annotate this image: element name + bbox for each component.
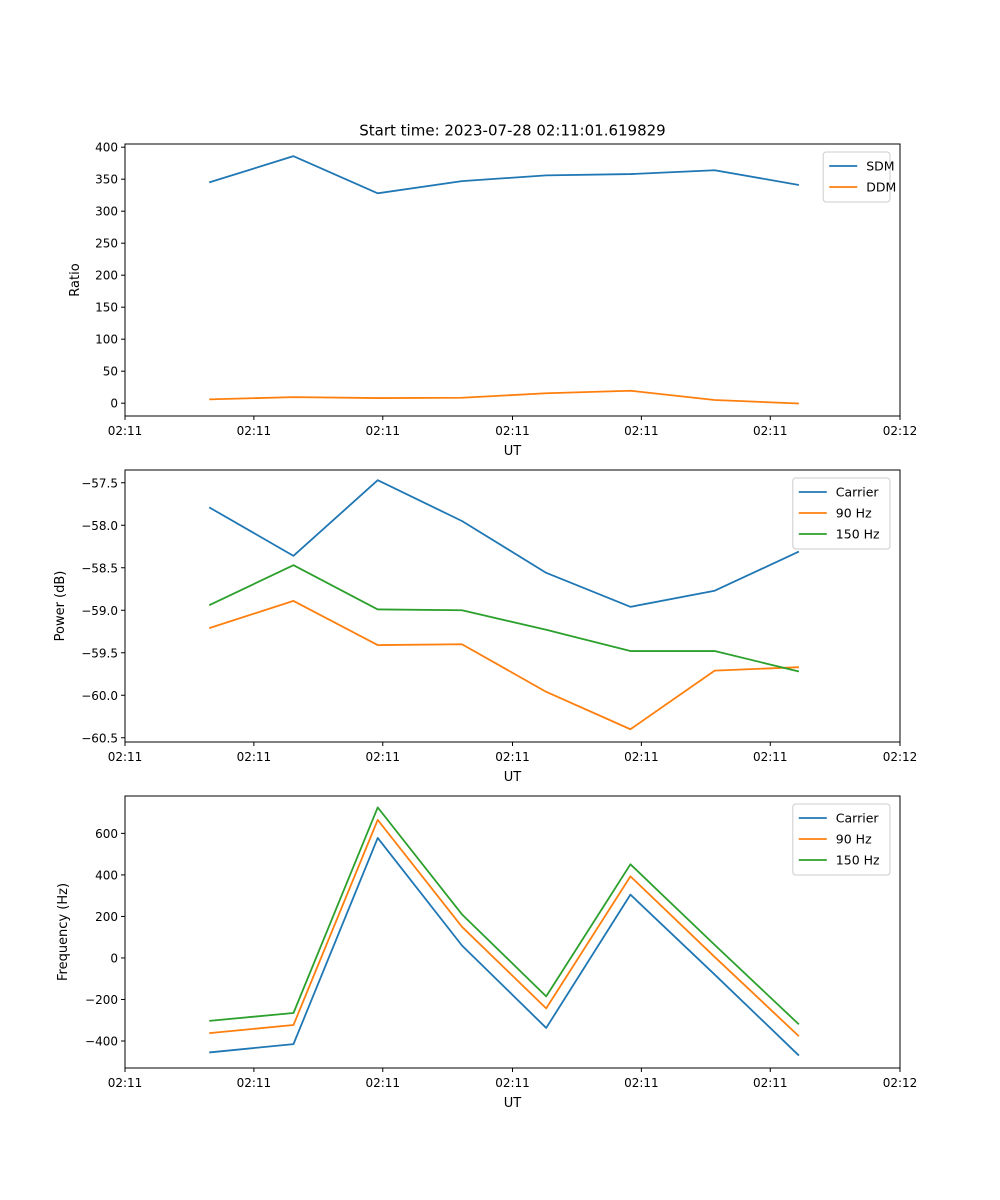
ratio-y-tick-label: 250 xyxy=(95,237,118,251)
ratio-y-tick-label: 150 xyxy=(95,301,118,315)
ratio-y-tick-label: 200 xyxy=(95,269,118,283)
frequency-panel: 02:11 02:11 02:11 02:11 02:11 02:11 02:12 600 4… xyxy=(56,795,918,1111)
frequency-y-tick-label: 200 xyxy=(95,910,118,924)
frequency-x-tick-label: 02:11 xyxy=(237,1076,272,1090)
ratio-series-line-ddm xyxy=(209,389,799,405)
power-x-tick-label: 02:11 xyxy=(237,750,272,764)
frequency-x-tick-label: 02:11 xyxy=(365,1076,400,1090)
frequency-y-tick-label: −400 xyxy=(85,1035,118,1049)
power-x-tick-label: 02:11 xyxy=(495,750,530,764)
power-y-tick-label: −57.5 xyxy=(81,476,118,490)
frequency-x-tick-label: 02:11 xyxy=(108,1076,143,1090)
frequency-legend-label-carrier: Carrier xyxy=(836,811,880,826)
ratio-y-tick-label: 50 xyxy=(103,365,118,379)
ratio-x-tick-label: 02:11 xyxy=(495,424,530,438)
ratio-y-ticks: 0 50 100 150 200 250 300 350 400 xyxy=(95,141,125,411)
power-panel: 02:11 02:11 02:11 02:11 02:11 02:11 02:12 −57.… xyxy=(53,469,918,785)
frequency-series-line-carrier xyxy=(209,837,800,1057)
frequency-legend-label-150-hz: 150 Hz xyxy=(836,853,880,868)
frequency-y-axis-label: Frequency (Hz) xyxy=(56,883,71,981)
power-y-ticks: −57.5 −58.0 −58.5 −59.0 −59.5 −60.0 −60.5 xyxy=(81,476,125,745)
ratio-x-tick-label: 02:11 xyxy=(624,424,659,438)
ratio-x-tick-label: 02:11 xyxy=(365,424,400,438)
power-x-tick-label: 02:11 xyxy=(624,750,659,764)
frequency-y-tick-label: 0 xyxy=(110,951,118,965)
ratio-x-tick-label: 02:11 xyxy=(753,424,788,438)
frequency-y-tick-label: −200 xyxy=(85,993,118,1007)
power-lines xyxy=(208,479,800,731)
frequency-y-ticks: 600 400 200 0 −200 −400 xyxy=(85,827,125,1049)
ratio-y-tick-label: 400 xyxy=(95,141,118,155)
frequency-legend: Carrier 90 Hz 150 Hz xyxy=(792,803,891,876)
power-x-tick-label: 02:11 xyxy=(753,750,788,764)
power-x-tick-label: 02:12 xyxy=(883,750,918,764)
frequency-x-ticks: 02:11 02:11 02:11 02:11 02:11 02:11 02:12 xyxy=(108,1068,918,1090)
power-series-line-carrier xyxy=(208,479,800,608)
power-legend-label-carrier: Carrier xyxy=(836,485,880,500)
power-x-axis-label: UT xyxy=(504,770,522,785)
power-x-tick-label: 02:11 xyxy=(108,750,143,764)
ratio-x-tick-label: 02:12 xyxy=(883,424,918,438)
frequency-x-tick-label: 02:11 xyxy=(753,1076,788,1090)
power-y-tick-label: −59.0 xyxy=(81,604,118,618)
ratio-lines xyxy=(208,155,800,405)
power-x-tick-label: 02:11 xyxy=(365,750,400,764)
frequency-x-tick-label: 02:11 xyxy=(495,1076,530,1090)
power-series-line-150-hz xyxy=(208,564,800,673)
ratio-legend: SDM DDM xyxy=(822,151,896,203)
ratio-series-line-sdm xyxy=(208,155,800,195)
frequency-x-axis-label: UT xyxy=(504,1096,522,1111)
ratio-y-tick-label: 350 xyxy=(95,173,118,187)
ratio-x-tick-label: 02:11 xyxy=(237,424,272,438)
ratio-legend-label-sdm: SDM xyxy=(866,159,894,174)
power-legend-label-150-hz: 150 Hz xyxy=(836,527,880,542)
power-y-tick-label: −60.0 xyxy=(81,689,118,703)
power-legend-label-90-hz: 90 Hz xyxy=(836,506,872,521)
frequency-legend-label-90-hz: 90 Hz xyxy=(836,832,872,847)
frequency-series-line-90-hz xyxy=(209,818,800,1037)
ratio-x-tick-label: 02:11 xyxy=(108,424,143,438)
figure-title: Start time: 2023-07-28 02:11:01.619829 xyxy=(359,122,665,140)
power-y-tick-label: −60.5 xyxy=(81,731,118,745)
ratio-legend-box xyxy=(822,151,891,203)
frequency-legend-box xyxy=(792,803,891,876)
power-y-tick-label: −58.0 xyxy=(81,519,118,533)
power-y-tick-label: −59.5 xyxy=(81,646,118,660)
ratio-y-tick-label: 0 xyxy=(110,397,118,411)
frequency-y-tick-label: 600 xyxy=(95,827,118,841)
ratio-y-tick-label: 100 xyxy=(95,333,118,347)
ratio-legend-label-ddm: DDM xyxy=(866,180,896,195)
frequency-y-tick-label: 400 xyxy=(95,868,118,882)
frequency-x-tick-label: 02:11 xyxy=(624,1076,659,1090)
power-series-line-90-hz xyxy=(208,600,799,731)
power-y-tick-label: −58.5 xyxy=(81,561,118,575)
ratio-y-axis-label: Ratio xyxy=(68,263,83,296)
frequency-x-tick-label: 02:12 xyxy=(883,1076,918,1090)
ratio-y-tick-label: 300 xyxy=(95,205,118,219)
ratio-panel: Start time: 2023-07-28 02:11:01.619829 0… xyxy=(68,122,917,460)
power-legend: Carrier 90 Hz 150 Hz xyxy=(792,477,891,550)
frequency-series-line-150-hz xyxy=(209,806,800,1026)
ratio-x-ticks: 02:11 02:11 02:11 02:11 02:11 02:11 02:12 xyxy=(108,416,918,438)
ratio-x-axis-label: UT xyxy=(504,444,522,459)
power-x-ticks: 02:11 02:11 02:11 02:11 02:11 02:11 02:12 xyxy=(108,742,918,764)
power-y-axis-label: Power (dB) xyxy=(53,571,68,642)
frequency-lines xyxy=(209,806,800,1057)
power-legend-box xyxy=(792,477,891,550)
